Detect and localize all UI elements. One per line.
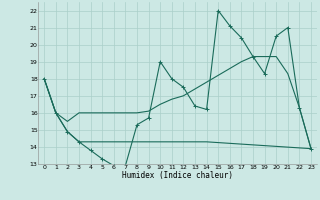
- X-axis label: Humidex (Indice chaleur): Humidex (Indice chaleur): [122, 171, 233, 180]
